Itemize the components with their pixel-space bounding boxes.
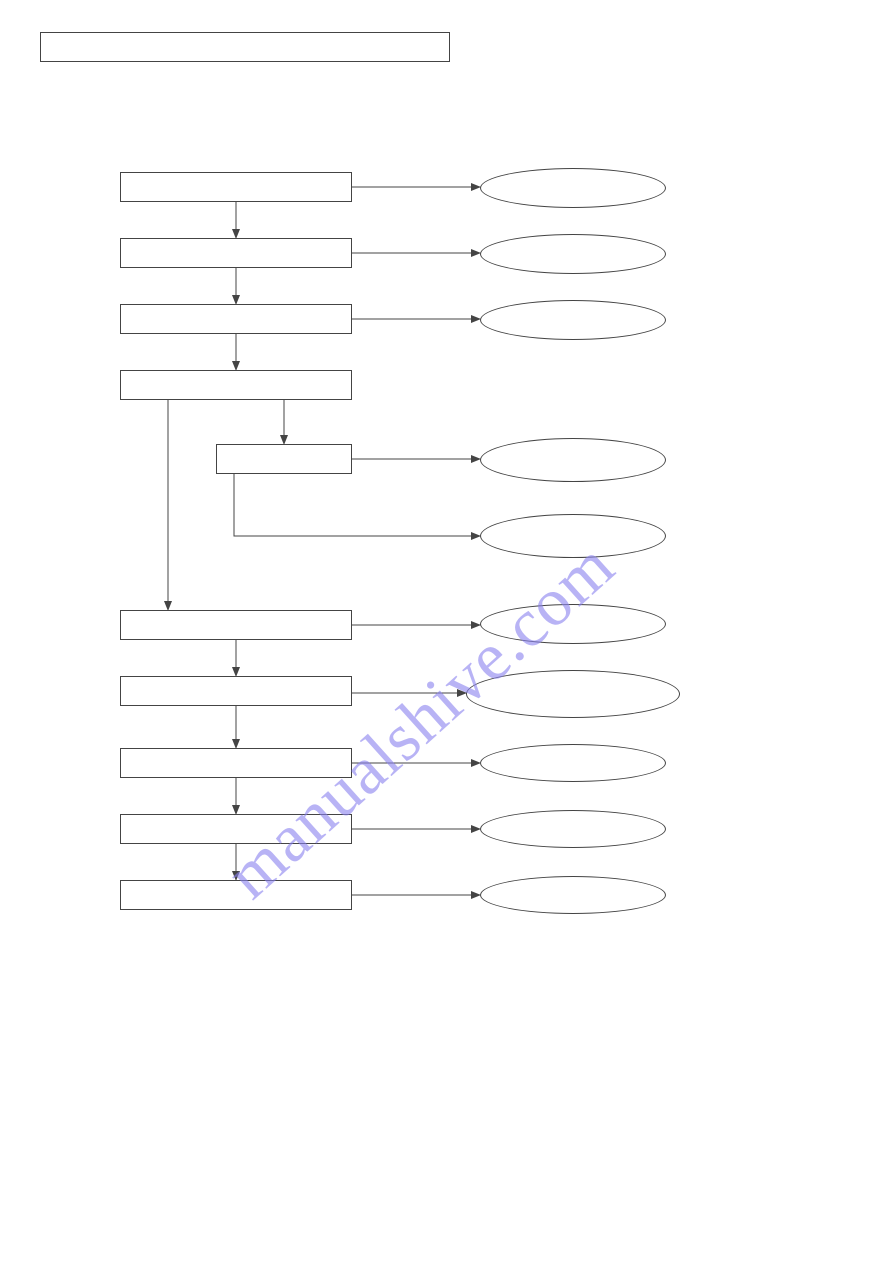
flowchart-node-e2 xyxy=(480,234,666,274)
flowchart-node-r5 xyxy=(216,444,352,474)
watermark-text: manualshive.com xyxy=(210,526,629,914)
flowchart-node-e5b xyxy=(480,514,666,558)
flowchart-node-r9 xyxy=(120,814,352,844)
flowchart-node-e1 xyxy=(480,168,666,208)
flowchart-node-e9 xyxy=(480,810,666,848)
flowchart-node-r4 xyxy=(120,370,352,400)
flowchart-canvas: manualshive.com xyxy=(0,0,893,1263)
flowchart-node-e6 xyxy=(480,604,666,644)
flowchart-node-e7 xyxy=(466,670,680,718)
flowchart-node-title xyxy=(40,32,450,62)
flowchart-node-e8 xyxy=(480,744,666,782)
flowchart-node-e5 xyxy=(480,438,666,482)
flowchart-node-e10 xyxy=(480,876,666,914)
flowchart-node-r10 xyxy=(120,880,352,910)
flowchart-node-r2 xyxy=(120,238,352,268)
flowchart-node-r8 xyxy=(120,748,352,778)
flowchart-node-e3 xyxy=(480,300,666,340)
flowchart-node-r1 xyxy=(120,172,352,202)
flowchart-node-r7 xyxy=(120,676,352,706)
flowchart-node-r3 xyxy=(120,304,352,334)
edge-r5-e5b xyxy=(234,474,480,536)
flowchart-node-r6 xyxy=(120,610,352,640)
